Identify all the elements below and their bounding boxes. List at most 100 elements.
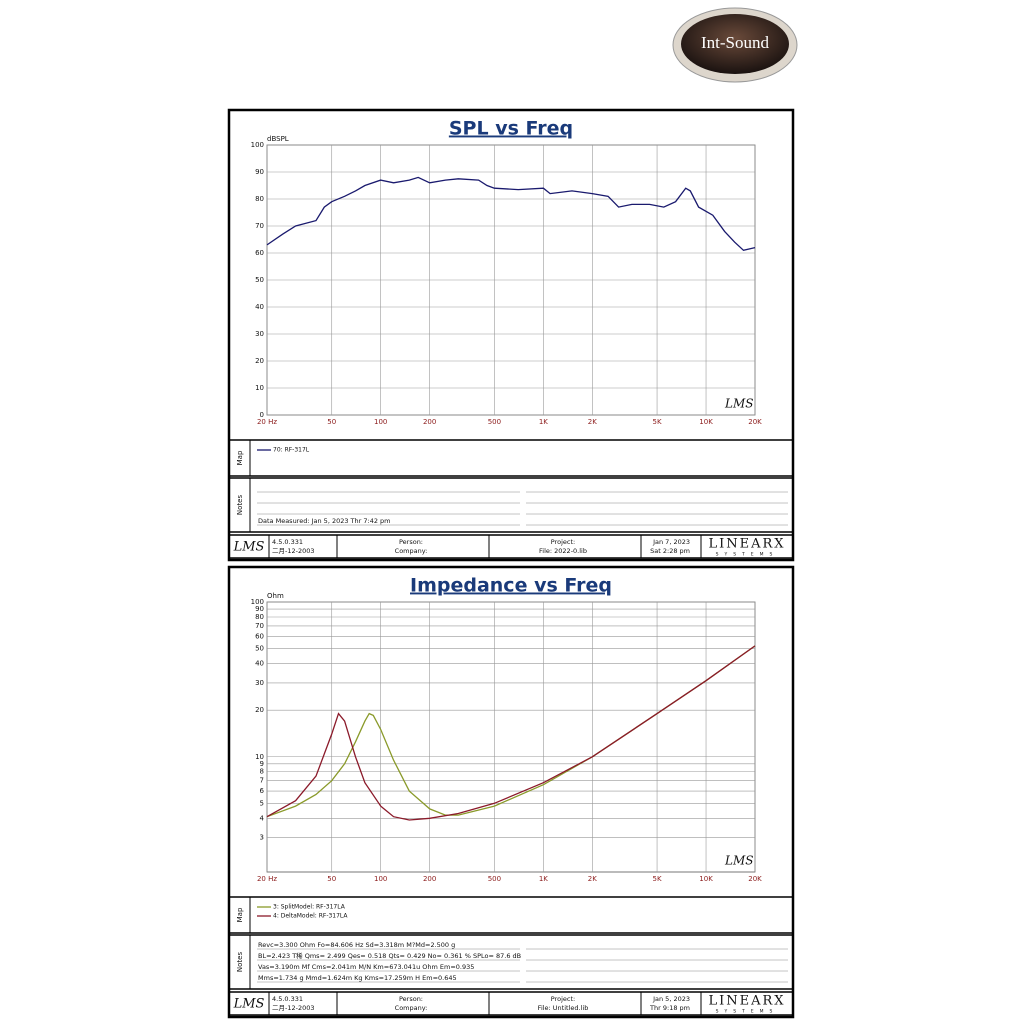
x-tick-label: 50 <box>327 418 336 426</box>
y-tick-label: 30 <box>255 679 264 687</box>
y-tick-label: 50 <box>255 645 264 653</box>
footer-box <box>228 991 794 1016</box>
y-tick-label: 8 <box>260 768 264 776</box>
footer-person: Person: <box>399 538 423 546</box>
notes-label: Notes <box>236 952 244 973</box>
section-box <box>228 896 794 934</box>
footer-logo: LMS <box>233 540 265 555</box>
section-box <box>228 439 794 477</box>
x-tick-label: 10K <box>699 875 713 883</box>
footer-version-date: 二月-12-2003 <box>272 1004 315 1012</box>
chart-title: Impedance vs Freq <box>410 575 612 597</box>
footer-file: File: 2022-0.lib <box>539 547 587 555</box>
notes-text: BL=2.423 T稀 Qms= 2.499 Qes= 0.518 Qts= 0… <box>258 951 521 960</box>
footer-company: Company: <box>395 1004 428 1012</box>
watermark: LMS <box>724 854 753 868</box>
legend-label: 3: SplitModel: RF-317LA <box>273 904 346 911</box>
footer-file: File: Untitled.lib <box>538 1004 589 1012</box>
y-tick-label: 10 <box>255 753 264 761</box>
y-tick-label: 50 <box>255 276 264 284</box>
y-tick-label: 4 <box>260 814 265 822</box>
y-tick-label: 9 <box>260 760 264 768</box>
y-tick-label: 30 <box>255 330 264 338</box>
footer-brand-sub: SYSTEMS <box>716 552 779 558</box>
chart-title: SPL vs Freq <box>449 118 573 140</box>
x-tick-label: 20 Hz <box>257 418 277 426</box>
y-tick-label: 40 <box>255 660 264 668</box>
footer-company: Company: <box>395 547 428 555</box>
x-tick-label: 200 <box>423 418 436 426</box>
x-tick-label: 500 <box>488 418 501 426</box>
logo-text: Int-Sound <box>701 33 770 52</box>
x-tick-label: 10K <box>699 418 713 426</box>
y-tick-label: 20 <box>255 706 264 714</box>
y-axis-label: dBSPL <box>267 135 289 143</box>
legend-label: 70: RF-317L <box>273 447 310 454</box>
notes-label: Notes <box>236 495 244 516</box>
footer-time: Sat 2:28 pm <box>650 547 690 555</box>
y-tick-label: 6 <box>260 787 265 795</box>
x-tick-label: 500 <box>488 875 501 883</box>
series-line <box>266 645 756 821</box>
x-tick-label: 2K <box>588 418 597 426</box>
map-label: Map <box>236 907 244 922</box>
y-axis-label: Ohm <box>267 592 284 600</box>
y-tick-label: 40 <box>255 303 264 311</box>
y-tick-label: 70 <box>255 622 264 630</box>
x-tick-label: 1K <box>539 875 548 883</box>
notes-text: Vas=3.190m Mf Cms=2.041m M/N Km=673.041u… <box>258 963 474 971</box>
section-box <box>228 477 794 533</box>
y-tick-label: 90 <box>255 168 264 176</box>
footer-brand-sub: SYSTEMS <box>716 1009 779 1015</box>
x-tick-label: 1K <box>539 418 548 426</box>
footer-box <box>228 534 794 559</box>
x-tick-label: 20K <box>748 418 762 426</box>
x-tick-label: 200 <box>423 875 436 883</box>
x-tick-label: 5K <box>653 418 662 426</box>
footer-logo: LMS <box>233 997 265 1012</box>
y-tick-label: 80 <box>255 195 264 203</box>
y-tick-label: 80 <box>255 613 264 621</box>
y-tick-label: 100 <box>251 598 264 606</box>
map-label: Map <box>236 450 244 465</box>
footer-date: Jan 5, 2023 <box>652 995 690 1003</box>
section-box <box>228 934 794 990</box>
x-tick-label: 50 <box>327 875 336 883</box>
logo-disc <box>681 14 789 74</box>
footer-version-date: 二月-12-2003 <box>272 547 315 555</box>
y-tick-label: 3 <box>260 834 264 842</box>
x-tick-label: 100 <box>374 875 387 883</box>
x-tick-label: 2K <box>588 875 597 883</box>
notes-text: Revc=3.300 Ohm Fo=84.606 Hz Sd=3.318m M?… <box>258 941 455 949</box>
y-tick-label: 7 <box>260 777 264 785</box>
x-tick-label: 20 Hz <box>257 875 277 883</box>
y-tick-label: 60 <box>255 632 264 640</box>
plot-area <box>266 601 756 873</box>
footer-project: Project: <box>551 538 575 546</box>
x-tick-label: 100 <box>374 418 387 426</box>
footer-time: Thr 9:18 pm <box>649 1004 690 1012</box>
series-line <box>266 176 756 252</box>
footer-version: 4.5.0.331 <box>272 995 303 1003</box>
notes-text: Mms=1.734 g Mmd=1.624m Kg Kms=17.259m H … <box>258 974 457 982</box>
footer-brand: LINEARX <box>708 537 785 552</box>
y-tick-label: 5 <box>260 799 264 807</box>
x-tick-label: 20K <box>748 875 762 883</box>
notes-text: Data Measured: Jan 5, 2023 Thr 7:42 pm <box>258 517 391 525</box>
y-tick-label: 100 <box>251 141 264 149</box>
y-tick-label: 0 <box>260 411 264 419</box>
y-tick-label: 70 <box>255 222 264 230</box>
y-tick-label: 90 <box>255 605 264 613</box>
y-tick-label: 60 <box>255 249 264 257</box>
footer-person: Person: <box>399 995 423 1003</box>
x-tick-label: 5K <box>653 875 662 883</box>
footer-date: Jan 7, 2023 <box>652 538 690 546</box>
legend-label: 4: DeltaModel: RF-317LA <box>273 913 348 920</box>
footer-brand: LINEARX <box>708 994 785 1009</box>
y-tick-label: 10 <box>255 384 264 392</box>
y-tick-label: 20 <box>255 357 264 365</box>
footer-project: Project: <box>551 995 575 1003</box>
watermark: LMS <box>724 397 753 411</box>
footer-version: 4.5.0.331 <box>272 538 303 546</box>
